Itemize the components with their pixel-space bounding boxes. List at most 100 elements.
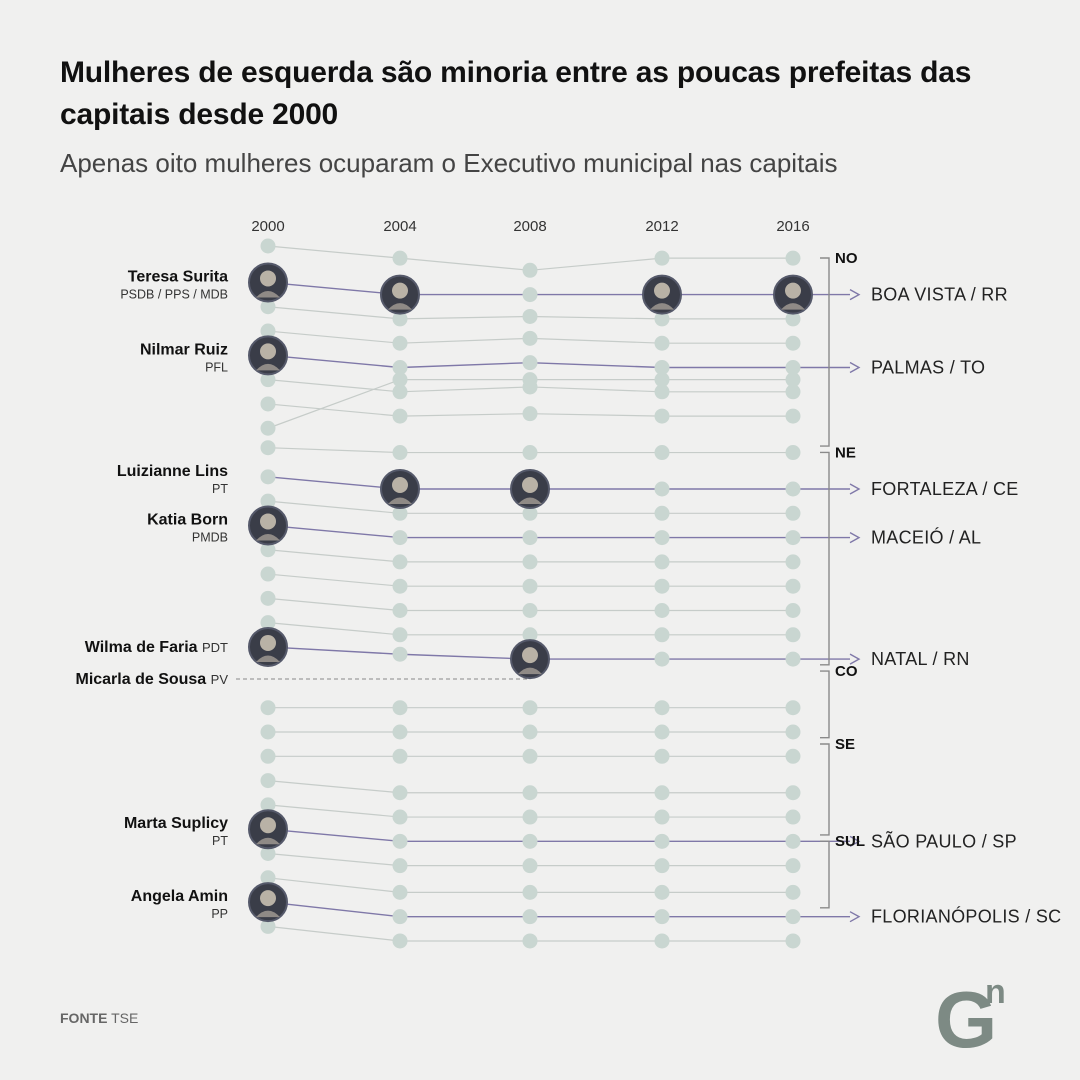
city-label: FLORIANÓPOLIS / SC [871, 906, 1061, 927]
data-dot [785, 360, 801, 375]
data-dot [522, 627, 538, 643]
data-dot [392, 505, 408, 521]
portrait-shoulders [256, 655, 280, 662]
highlight-line [267, 476, 850, 490]
dots [260, 238, 801, 949]
data-dot [654, 809, 670, 825]
portrait-face [785, 282, 801, 299]
portrait-shoulders [256, 290, 280, 298]
mayor-name: Nilmar Ruiz [140, 341, 228, 358]
data-dot [654, 785, 670, 801]
data-dot [392, 748, 408, 764]
data-dot [522, 833, 538, 849]
data-dot [785, 627, 801, 643]
region-label: SE [835, 736, 855, 753]
data-dot [785, 505, 801, 521]
data-dot [260, 797, 276, 813]
region-bracket [820, 670, 830, 739]
data-dot [654, 554, 670, 570]
portrait-face [260, 817, 276, 834]
page-title: Mulheres de esquerda são minoria entre a… [60, 56, 972, 131]
data-dot [785, 933, 801, 949]
data-dot [260, 396, 276, 412]
data-dot [522, 287, 538, 303]
data-dot [392, 408, 408, 424]
data-dot [785, 335, 801, 351]
page-subtitle: Apenas oito mulheres ocuparam o Executiv… [60, 148, 838, 178]
source-note: FONTE TSE [60, 1010, 138, 1026]
region-bracket [820, 451, 830, 666]
data-dot [785, 445, 801, 461]
data-dot [522, 858, 538, 874]
portrait-shoulders [256, 837, 280, 845]
data-dot [654, 372, 670, 388]
region-label: CO [835, 663, 858, 680]
data-dot [654, 505, 670, 521]
data-dot [654, 250, 670, 266]
mayor-name: Marta Suplicy [124, 815, 228, 832]
year-tick-label: 2016 [776, 218, 809, 235]
highlight-line [267, 901, 850, 918]
year-tick-label: 2008 [513, 218, 546, 235]
data-dot [392, 909, 408, 925]
data-dot [654, 603, 670, 618]
data-dot [654, 311, 670, 327]
mayor-party: PDT [202, 640, 228, 655]
data-dot [522, 372, 538, 388]
mayor-party: PP [211, 907, 228, 921]
city-label: SÃO PAULO / SP [871, 830, 1017, 851]
data-dot [654, 360, 670, 375]
data-dot [654, 384, 670, 400]
data-dot [522, 505, 538, 521]
mayor-name: Teresa Surita [128, 268, 228, 285]
data-dot [260, 615, 276, 631]
mayor-name: Angela Amin [131, 888, 228, 905]
data-dot [392, 250, 408, 266]
data-dot [522, 554, 538, 570]
data-dot [654, 578, 670, 594]
data-dot [522, 748, 538, 764]
city-label: FORTALEZA / CE [871, 479, 1019, 499]
portrait-face [392, 477, 408, 493]
data-dot [654, 833, 670, 849]
mayor-name: Luizianne Lins [117, 463, 228, 480]
data-dot [260, 323, 276, 339]
data-dot [522, 330, 538, 346]
data-dot [785, 408, 801, 424]
data-dot [785, 578, 801, 594]
portrait-face [654, 282, 670, 299]
arrowhead [849, 288, 861, 301]
data-dot [392, 858, 408, 874]
data-dot [522, 308, 538, 324]
data-dot [785, 384, 801, 400]
data-dot [392, 884, 408, 900]
data-dot [522, 355, 538, 371]
data-dot [392, 335, 408, 351]
data-dot [654, 481, 670, 497]
data-dot [260, 420, 276, 436]
data-dot [785, 700, 801, 716]
data-dot [785, 785, 801, 801]
data-dot [654, 933, 670, 949]
portrait-shoulders [518, 667, 542, 675]
portrait-face [522, 647, 538, 664]
portrait-shoulders [388, 497, 412, 504]
data-dot [785, 530, 801, 546]
data-dot [260, 773, 276, 789]
year-tick-label: 2004 [383, 218, 416, 235]
city-label: NATAL / RN [871, 649, 970, 669]
data-dot [522, 603, 538, 618]
data-dot [392, 724, 408, 740]
data-dot [260, 566, 276, 582]
data-dot [260, 590, 276, 606]
data-dot [785, 250, 801, 266]
data-dot [654, 858, 670, 874]
mayor-name-text: Micarla de Sousa [75, 671, 210, 688]
data-dot [785, 603, 801, 618]
data-dot [654, 700, 670, 716]
data-dot [654, 445, 670, 461]
labels: 2000 2004 2008 2012 2016 BOA VISTA / RR PALMAS… [75, 218, 1061, 927]
data-dot [392, 360, 408, 375]
data-dot [785, 748, 801, 764]
data-dot [392, 530, 408, 546]
